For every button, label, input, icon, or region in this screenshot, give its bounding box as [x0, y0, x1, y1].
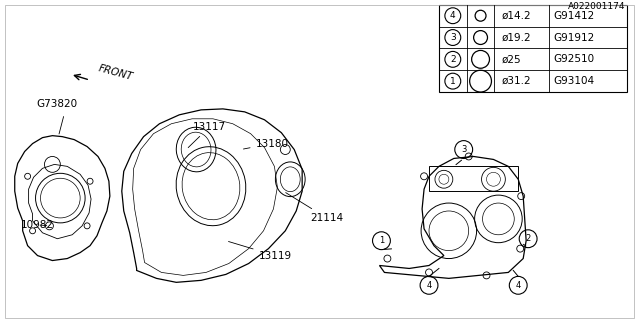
Text: 13119: 13119 [228, 242, 292, 260]
Text: G91412: G91412 [553, 11, 594, 21]
Text: FRONT: FRONT [97, 63, 134, 82]
Text: 2: 2 [450, 55, 456, 64]
Text: G93104: G93104 [553, 76, 594, 86]
Text: 13117: 13117 [188, 122, 227, 148]
Text: ø31.2: ø31.2 [501, 76, 531, 86]
Text: ø25: ø25 [501, 54, 521, 64]
Text: 3: 3 [461, 145, 467, 154]
Text: 3: 3 [450, 33, 456, 42]
Text: ø19.2: ø19.2 [501, 33, 531, 43]
Text: ø14.2: ø14.2 [501, 11, 531, 21]
Text: 13180: 13180 [243, 139, 289, 149]
Text: 21114: 21114 [285, 193, 343, 223]
Text: 4: 4 [426, 281, 431, 290]
Text: G92510: G92510 [553, 54, 594, 64]
Text: A022001174: A022001174 [568, 2, 625, 11]
Text: G73820: G73820 [36, 99, 78, 109]
Text: 4: 4 [516, 281, 521, 290]
Text: 2: 2 [525, 234, 531, 243]
Text: 1: 1 [379, 236, 384, 245]
Text: 10982: 10982 [20, 220, 54, 230]
Text: 1: 1 [450, 76, 456, 86]
Text: G91912: G91912 [553, 33, 594, 43]
Text: 4: 4 [450, 11, 456, 20]
